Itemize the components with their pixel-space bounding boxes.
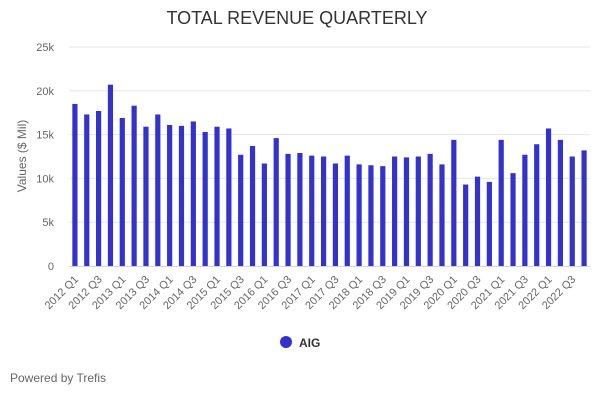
y-axis-ticks: 0 5k 10k 15k 20k 25k xyxy=(36,42,54,273)
bar[interactable] xyxy=(474,176,481,266)
bar[interactable] xyxy=(226,128,232,266)
bar[interactable] xyxy=(427,153,433,266)
y-tick-label: 5k xyxy=(42,217,54,229)
y-tick-label: 25k xyxy=(36,42,54,54)
bar[interactable] xyxy=(273,138,279,266)
bar[interactable] xyxy=(297,152,303,266)
bar[interactable] xyxy=(72,103,78,266)
bar[interactable] xyxy=(380,166,386,266)
bar[interactable] xyxy=(178,125,185,266)
bar[interactable] xyxy=(285,153,291,266)
y-tick-label: 15k xyxy=(36,130,54,142)
bar[interactable] xyxy=(155,114,161,267)
bar[interactable] xyxy=(344,155,350,266)
bar[interactable] xyxy=(415,156,421,267)
bar[interactable] xyxy=(486,181,492,266)
bar[interactable] xyxy=(238,154,244,266)
legend[interactable]: AIG xyxy=(280,336,320,350)
bar[interactable] xyxy=(368,165,374,266)
bar[interactable] xyxy=(356,164,362,266)
bar-series-aig xyxy=(72,84,587,267)
powered-by-credit[interactable]: Powered by Trefis xyxy=(10,371,107,385)
y-axis-title: Values ($ Mil) xyxy=(15,120,29,192)
bar[interactable] xyxy=(451,139,457,266)
bar[interactable] xyxy=(190,121,196,267)
y-tick-label: 20k xyxy=(36,86,54,98)
bar[interactable] xyxy=(131,105,137,266)
bar[interactable] xyxy=(403,157,410,266)
y-tick-label: 10k xyxy=(36,173,54,185)
bar[interactable] xyxy=(463,184,469,266)
legend-label-aig: AIG xyxy=(299,336,320,350)
bar[interactable] xyxy=(96,110,102,266)
bar[interactable] xyxy=(309,155,315,266)
y-tick-label: 0 xyxy=(48,261,54,273)
bar[interactable] xyxy=(320,156,327,267)
bar[interactable] xyxy=(522,154,528,266)
bar[interactable] xyxy=(534,144,540,266)
bar[interactable] xyxy=(557,139,563,266)
bar[interactable] xyxy=(545,128,552,266)
legend-marker-aig xyxy=(280,336,292,348)
bar[interactable] xyxy=(510,173,516,266)
bar[interactable] xyxy=(167,124,173,267)
bar[interactable] xyxy=(107,84,114,266)
bar[interactable] xyxy=(143,126,149,266)
bar[interactable] xyxy=(119,117,125,267)
bar[interactable] xyxy=(498,139,504,266)
chart-title: TOTAL REVENUE QUARTERLY xyxy=(166,8,427,28)
bar[interactable] xyxy=(581,150,587,266)
bar[interactable] xyxy=(214,126,220,266)
bar[interactable] xyxy=(569,156,575,267)
bar[interactable] xyxy=(261,163,267,266)
bar[interactable] xyxy=(84,114,90,267)
bar[interactable] xyxy=(439,164,445,266)
bar[interactable] xyxy=(332,163,339,266)
bar[interactable] xyxy=(202,131,208,266)
bar[interactable] xyxy=(392,156,398,267)
bar[interactable] xyxy=(249,145,256,266)
